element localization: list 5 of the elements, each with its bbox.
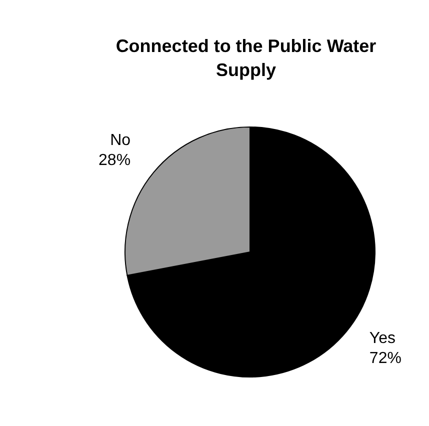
slice-label: Yes xyxy=(369,330,396,347)
chart-title: Connected to the Public Water Supply xyxy=(116,36,376,80)
data-label: 72% xyxy=(369,350,402,367)
slice-label: No xyxy=(110,132,131,150)
data-label: 28% xyxy=(98,152,131,170)
